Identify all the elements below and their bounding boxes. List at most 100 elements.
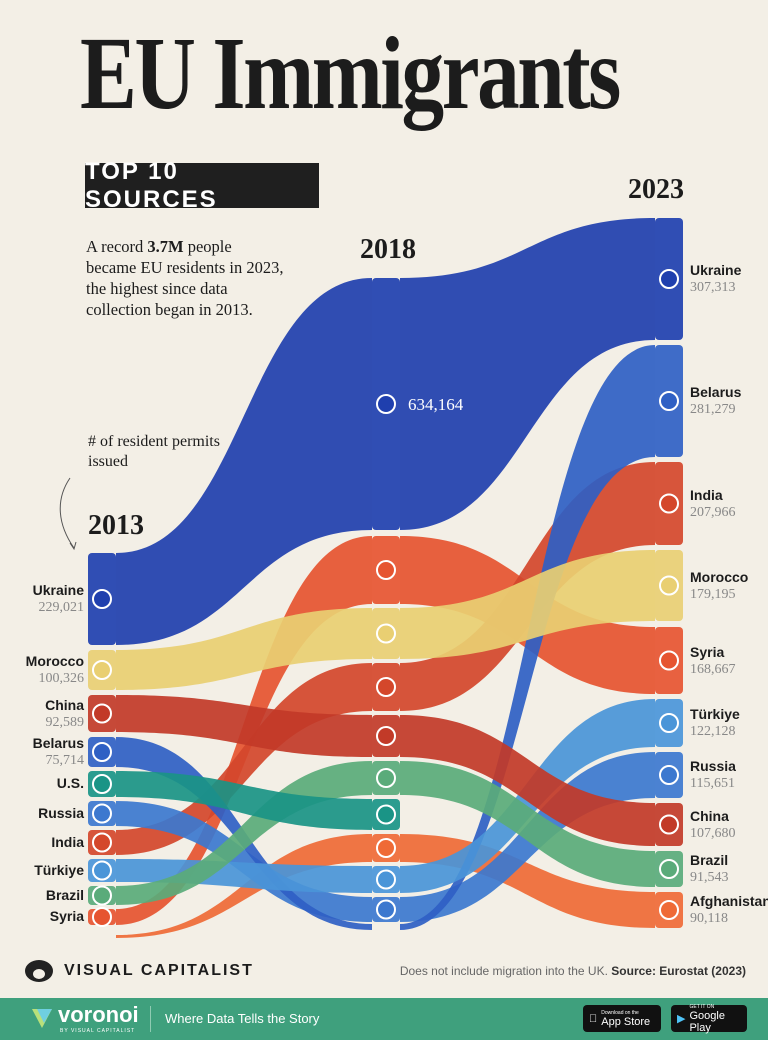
flow-india-0 bbox=[116, 663, 372, 855]
flag-icon-Morocco bbox=[376, 623, 396, 644]
flag-icon-Türkiye bbox=[659, 713, 679, 733]
label-2013-Ukraine: Ukraine 229,021 bbox=[33, 582, 84, 616]
label-2023-Russia: Russia 115,651 bbox=[690, 758, 736, 792]
google-play-button[interactable]: ▶ GET IT ON Google Play bbox=[671, 1003, 747, 1034]
flag-icon-China bbox=[376, 726, 396, 746]
label-2023-Ukraine: Ukraine 307,313 bbox=[690, 262, 741, 296]
country-name: China bbox=[45, 696, 84, 713]
flag-icon-Ukraine bbox=[376, 394, 396, 414]
voronoi-wordmark: voronoi bbox=[58, 1002, 139, 1027]
country-name: China bbox=[690, 807, 729, 824]
flag-icon-Belarus bbox=[659, 391, 679, 411]
flag-icon-Syria bbox=[659, 650, 679, 671]
divider bbox=[150, 1006, 151, 1032]
flag-icon-U.S. bbox=[376, 804, 396, 825]
country-value: 207,966 bbox=[690, 504, 736, 520]
flow-ukraine-1 bbox=[400, 218, 655, 530]
label-2023-Brazil: Brazil 91,543 bbox=[690, 852, 729, 886]
country-name: India bbox=[690, 486, 723, 503]
country-name: Brazil bbox=[690, 852, 729, 868]
flag-icon-India bbox=[376, 677, 396, 697]
flag-icon-Morocco bbox=[659, 575, 679, 596]
label-2013-U.S.: U.S. bbox=[57, 775, 84, 792]
value-2018-Ukraine: 634,164 bbox=[408, 395, 464, 414]
label-2013-China: China 92,589 bbox=[45, 697, 84, 731]
country-value: 75,714 bbox=[45, 753, 85, 768]
flag-icon-Brazil bbox=[92, 885, 112, 906]
flag-icon-Türkiye bbox=[376, 869, 396, 890]
country-value: 168,667 bbox=[690, 661, 736, 677]
country-name: Türkiye bbox=[690, 706, 740, 722]
label-2013-Türkiye: Türkiye bbox=[34, 862, 84, 879]
flow-morocco-1 bbox=[400, 550, 655, 659]
flag-icon-Brazil bbox=[659, 859, 679, 879]
country-value: 122,128 bbox=[690, 724, 736, 739]
country-name: U.S. bbox=[56, 775, 84, 791]
appstore-label: App Store bbox=[593, 1015, 650, 1028]
label-2023-China: China 107,680 bbox=[690, 808, 736, 842]
gplay-small: GET IT ON bbox=[689, 1003, 715, 1010]
label-2023-Belarus: Belarus 281,279 bbox=[690, 384, 741, 418]
country-name: Türkiye bbox=[34, 861, 84, 878]
country-name: Ukraine bbox=[690, 262, 742, 278]
flag-icon-Morocco bbox=[92, 660, 112, 680]
year-2013-label: 2013 bbox=[88, 510, 144, 541]
country-name: Russia bbox=[38, 804, 84, 821]
flag-icon-India bbox=[92, 832, 112, 853]
desc-pre: A record bbox=[86, 237, 148, 256]
label-2023-Afghanistan: Afghanistan 90,118 bbox=[690, 893, 768, 927]
flow-trkiye-0 bbox=[116, 859, 372, 893]
country-name: Ukraine bbox=[32, 582, 84, 598]
flag-icon-U.S. bbox=[92, 774, 112, 794]
page-title: EU Immigrants bbox=[80, 16, 621, 131]
label-2013-Morocco: Morocco 100,326 bbox=[26, 653, 84, 687]
flag-icon-Syria bbox=[376, 560, 396, 580]
country-value: 179,195 bbox=[690, 586, 736, 602]
label-2023-India: India 207,966 bbox=[690, 487, 736, 521]
gplay-label: Google Play bbox=[689, 1009, 725, 1034]
voronoi-logo-icon bbox=[32, 1009, 52, 1028]
description: A record 3.7M people became EU residents… bbox=[86, 236, 286, 320]
country-name: Belarus bbox=[32, 735, 84, 751]
label-2013-Brazil: Brazil bbox=[46, 887, 84, 904]
note-text: Does not include migration into the UK. bbox=[399, 964, 608, 978]
label-2023-Morocco: Morocco 179,195 bbox=[690, 569, 748, 603]
voronoi-sub: BY VISUAL CAPITALIST bbox=[60, 1028, 136, 1034]
label-2013-Russia: Russia bbox=[38, 805, 84, 822]
flow-us-0 bbox=[116, 771, 372, 830]
country-name: Morocco bbox=[690, 568, 749, 585]
country-name: Afghanistan bbox=[690, 893, 768, 909]
source-note: Does not include migration into the UK. … bbox=[400, 964, 746, 978]
flag-icon-Belarus bbox=[92, 742, 112, 762]
label-2023-Türkiye: Türkiye 122,128 bbox=[690, 706, 740, 740]
country-value: 229,021 bbox=[38, 600, 85, 615]
brand-name: VISUAL CAPITALIST bbox=[64, 962, 254, 979]
apple-icon:  bbox=[589, 1013, 597, 1025]
flow-china-1 bbox=[400, 715, 655, 846]
flag-icon-China bbox=[659, 814, 679, 835]
country-value: 307,313 bbox=[690, 280, 736, 295]
flag-icon-Russia bbox=[659, 765, 679, 785]
flag-icon-Afghanistan bbox=[659, 900, 679, 920]
label-2013-Belarus: Belarus 75,714 bbox=[33, 735, 84, 769]
country-value: 92,589 bbox=[45, 714, 85, 730]
label-2013-India: India bbox=[51, 834, 84, 851]
year-2018-label: 2018 bbox=[360, 234, 416, 265]
country-value: 90,118 bbox=[690, 911, 728, 926]
country-value: 281,279 bbox=[690, 402, 736, 417]
country-name: Russia bbox=[690, 758, 736, 774]
flag-icon-Syria bbox=[92, 907, 112, 927]
desc-post: people became EU residents in 2023, the … bbox=[86, 237, 284, 319]
annotation: # of resident permits issued bbox=[88, 433, 220, 470]
label-2013-Syria: Syria bbox=[50, 908, 84, 925]
flag-icon-Türkiye bbox=[92, 860, 112, 881]
source-text: Source: Eurostat (2023) bbox=[611, 964, 746, 978]
play-icon: ▶ bbox=[677, 1013, 686, 1025]
country-name: Morocco bbox=[25, 653, 84, 669]
flag-icon-Russia bbox=[376, 899, 396, 920]
country-value: 100,326 bbox=[38, 671, 85, 686]
visual-capitalist-logo: VISUAL CAPITALIST bbox=[24, 958, 254, 984]
label-2023-Syria: Syria 168,667 bbox=[690, 644, 736, 678]
country-name: Syria bbox=[690, 643, 725, 660]
